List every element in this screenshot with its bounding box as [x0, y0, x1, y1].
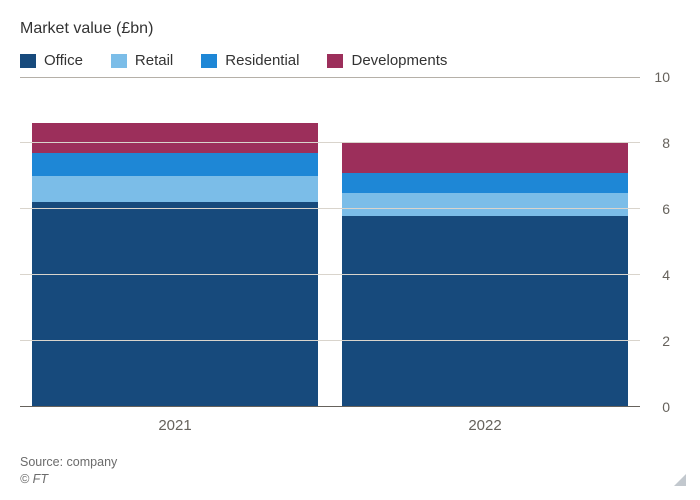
baseline — [20, 406, 640, 407]
bar-2022 — [342, 77, 627, 407]
copyright-line: © FT — [20, 472, 117, 486]
legend-item: Developments — [327, 52, 447, 69]
bars-group — [20, 77, 640, 407]
legend-item: Retail — [111, 52, 173, 69]
x-axis: 2021 2022 — [20, 407, 670, 434]
legend-swatch-developments — [327, 54, 343, 68]
bar-slot-2021 — [20, 77, 330, 407]
bar-segment-residential — [32, 153, 317, 176]
grid-line — [20, 274, 640, 275]
legend-swatch-residential — [201, 54, 217, 68]
legend-swatch-office — [20, 54, 36, 68]
legend-label: Office — [44, 52, 83, 69]
y-tick-label: 0 — [662, 399, 670, 415]
legend: Office Retail Residential Developments — [20, 52, 670, 69]
chart-footer: Source: company © FT — [20, 455, 117, 486]
y-tick-label: 4 — [662, 267, 670, 283]
bar-segment-developments — [32, 123, 317, 153]
y-tick-label: 10 — [654, 69, 670, 85]
grid-line — [20, 208, 640, 209]
bar-segment-office — [342, 216, 627, 407]
legend-label: Developments — [351, 52, 447, 69]
bar-2021 — [32, 77, 317, 407]
source-line: Source: company — [20, 455, 117, 469]
legend-label: Retail — [135, 52, 173, 69]
bar-segment-office — [32, 202, 317, 407]
bar-segment-developments — [342, 143, 627, 173]
x-label-2021: 2021 — [20, 417, 330, 434]
grid-line — [20, 142, 640, 143]
x-label-2022: 2022 — [330, 417, 640, 434]
bar-segment-residential — [342, 173, 627, 193]
legend-label: Residential — [225, 52, 299, 69]
bar-slot-2022 — [330, 77, 640, 407]
y-tick-label: 6 — [662, 201, 670, 217]
plot-area: 0246810 — [20, 77, 670, 407]
grid-line — [20, 340, 640, 341]
bar-segment-retail — [342, 193, 627, 216]
y-tick-label: 2 — [662, 333, 670, 349]
y-tick-label: 8 — [662, 135, 670, 151]
chart-subtitle: Market value (£bn) — [20, 20, 670, 38]
legend-item: Office — [20, 52, 83, 69]
bar-segment-retail — [32, 176, 317, 202]
legend-item: Residential — [201, 52, 299, 69]
resize-corner-icon — [674, 474, 686, 486]
legend-swatch-retail — [111, 54, 127, 68]
chart-container: Market value (£bn) Office Retail Residen… — [0, 0, 700, 500]
